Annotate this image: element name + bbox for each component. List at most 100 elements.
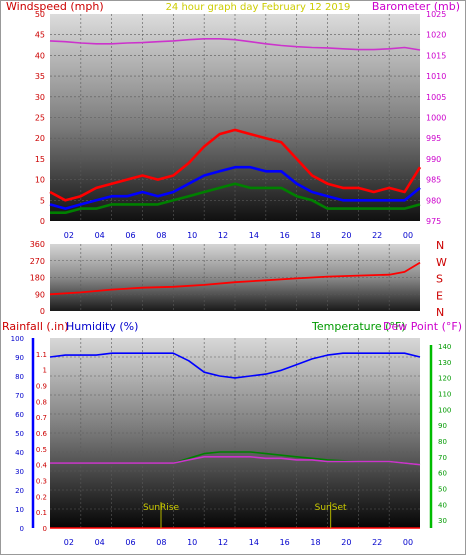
humidity-tick-label: 0 (20, 525, 24, 533)
barometer-tick-label: 1020 (426, 31, 446, 40)
humidity-tick-label: 50 (15, 430, 24, 438)
x-tick-label: 14 (249, 538, 259, 547)
barometer-tick-label: 1025 (426, 10, 446, 19)
barometer-tick-label: 980 (426, 196, 441, 205)
windspeed-tick-label: 30 (35, 93, 45, 102)
series-line-gust (49, 165, 421, 210)
temperature-tick-label: 80 (438, 438, 447, 446)
windspeed-tick-label: 40 (35, 51, 45, 60)
x-tick-label: 08 (156, 231, 166, 240)
rainfall-tick-label: 1 (43, 367, 47, 375)
windspeed-tick-label: 50 (35, 10, 45, 19)
x-tick-label: 14 (249, 231, 259, 240)
x-tick-label: 22 (372, 231, 382, 240)
wind-direction-tick-label: 180 (30, 274, 45, 283)
temperature-tick-label: 50 (438, 485, 447, 493)
temperature-tick-label: 130 (438, 359, 451, 367)
x-tick-label: 16 (280, 231, 290, 240)
humidity-axis-label: Humidity (%) (66, 320, 138, 333)
temperature-tick-label: 90 (438, 422, 447, 430)
windspeed-tick-label: 20 (35, 134, 45, 143)
rain-humidity-temp-x-tick-labels: 02 04 06 08 10 12 14 16 18 20 22 00 (64, 538, 413, 547)
graph-title: 24 hour graph day February 12 2019 (166, 2, 351, 13)
rainfall-tick-label: 0.1 (36, 509, 47, 517)
rainfall-tick-label: 0.2 (36, 493, 47, 501)
x-tick-label: 12 (218, 538, 228, 547)
barometer-axis-label: Barometer (mb) (372, 0, 460, 13)
x-tick-label: 10 (187, 231, 197, 240)
temperature-tick-labels: 30 40 50 60 70 80 90 100 110 120 130 140 (438, 343, 451, 525)
temperature-tick-label: 40 (438, 501, 447, 509)
wind-direction-tick-labels: 0 90 180 270 360 (30, 240, 45, 316)
wind-barometer-series (49, 37, 422, 214)
x-tick-label: 06 (125, 231, 135, 240)
humidity-tick-label: 90 (15, 354, 24, 362)
rain-humidity-temp-series (49, 352, 421, 529)
temperature-tick-label: 70 (438, 454, 447, 462)
temperature-tick-label: 140 (438, 343, 451, 351)
rainfall-tick-labels: 0 0.1 0.2 0.3 0.4 0.5 0.6 0.7 0.8 0.9 1 1.1 (36, 351, 48, 533)
humidity-tick-label: 100 (11, 335, 24, 343)
x-tick-label: 20 (341, 231, 351, 240)
sun-annotations: SunRise SunSet (143, 502, 347, 528)
rainfall-tick-label: 0.6 (36, 430, 48, 438)
temperature-tick-label: 110 (438, 390, 451, 398)
humidity-tick-label: 40 (15, 449, 24, 457)
wind-direction-grid (50, 244, 420, 311)
series-line-dew-point-f- (50, 455, 421, 466)
series-line-average-wind (50, 182, 421, 214)
series-line-wind-direction (49, 261, 421, 296)
humidity-tick-label: 20 (15, 487, 24, 495)
rainfall-tick-label: 0.5 (36, 446, 47, 454)
wind-direction-tick-label: 0 (40, 307, 45, 316)
series-line-humidity- (49, 352, 421, 379)
windspeed-tick-label: 0 (40, 217, 45, 226)
windspeed-tick-label: 25 (35, 114, 45, 123)
series-line-windspeed-mph- (49, 128, 422, 202)
x-tick-label: 18 (310, 231, 320, 240)
temperature-tick-label: 60 (438, 470, 447, 478)
barometer-tick-label: 1010 (426, 72, 446, 81)
barometer-tick-label: 995 (426, 134, 441, 143)
humidity-tick-label: 80 (15, 373, 24, 381)
x-tick-label: 10 (187, 538, 197, 547)
windspeed-axis-label: Windspeed (mph) (6, 0, 104, 13)
wind-barometer-x-tick-labels: 02 04 06 08 10 12 14 16 18 20 22 00 (64, 231, 413, 240)
sun-annotation-label: SunRise (143, 503, 180, 513)
windspeed-tick-label: 45 (35, 31, 45, 40)
rainfall-axis-label: Rainfall (.in) (2, 320, 69, 333)
barometer-tick-label: 985 (426, 176, 441, 185)
rainfall-tick-label: 1.1 (36, 351, 47, 359)
barometer-tick-label: 975 (426, 217, 441, 226)
humidity-tick-label: 10 (15, 506, 24, 514)
x-tick-label: 16 (280, 538, 290, 547)
temperature-tick-label: 30 (438, 517, 447, 525)
rainfall-tick-label: 0 (43, 525, 47, 533)
barometer-tick-labels: 975 980 985 990 995 1000 1005 1010 1015 1020 1025 (426, 10, 446, 226)
sun-annotation-label: SunSet (315, 503, 347, 513)
compass-label: E (436, 289, 443, 302)
barometer-tick-label: 990 (426, 155, 441, 164)
x-tick-label: 00 (403, 231, 413, 240)
rainfall-tick-label: 0.3 (36, 478, 47, 486)
x-tick-label: 18 (310, 538, 320, 547)
compass-label: N (436, 239, 444, 252)
windspeed-tick-label: 10 (35, 176, 45, 185)
temperature-tick-label: 120 (438, 375, 451, 383)
x-tick-label: 02 (64, 231, 74, 240)
x-tick-label: 04 (95, 231, 105, 240)
barometer-tick-label: 1015 (426, 51, 446, 60)
x-tick-label: 04 (95, 538, 105, 547)
x-tick-label: 00 (403, 538, 413, 547)
barometer-tick-label: 1000 (426, 114, 446, 123)
x-tick-label: 06 (125, 538, 135, 547)
x-tick-label: 02 (64, 538, 74, 547)
rainfall-tick-label: 0.8 (36, 398, 47, 406)
wind-direction-tick-label: 90 (35, 290, 45, 299)
humidity-tick-label: 60 (15, 411, 24, 419)
windspeed-tick-labels: 0 5 10 15 20 25 30 35 40 45 50 (35, 10, 45, 226)
x-tick-label: 12 (218, 231, 228, 240)
rainfall-tick-label: 0.9 (36, 383, 47, 391)
